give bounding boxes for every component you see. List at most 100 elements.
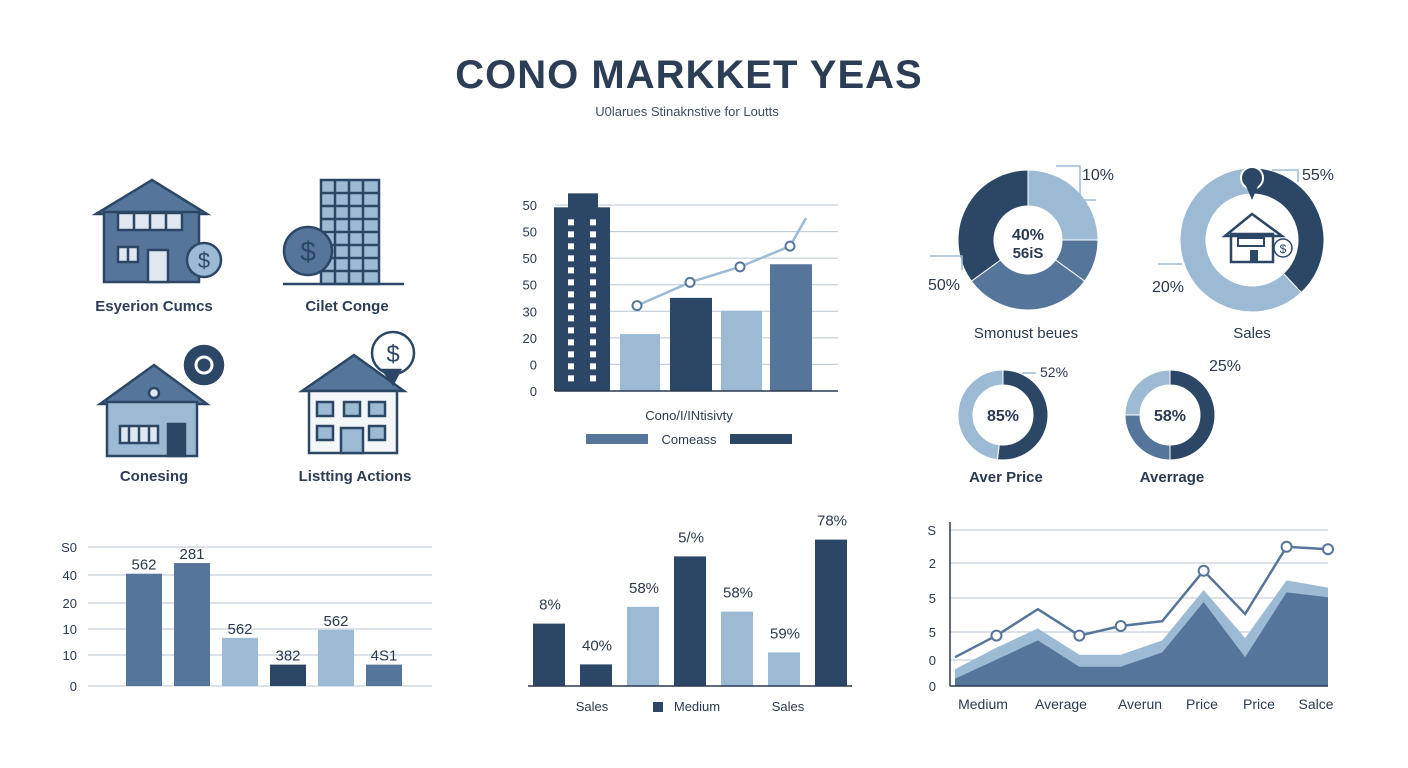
- building-window: [590, 315, 596, 322]
- y-tick-label: 5: [929, 591, 936, 606]
- donut-label: 20%: [1152, 279, 1184, 296]
- line-point: [631, 300, 643, 312]
- y-tick-label: 5: [929, 625, 936, 640]
- building-window: [568, 375, 574, 382]
- dollar-badge-icon: [1273, 238, 1293, 258]
- building-window: [568, 231, 574, 238]
- y-tick-label: S: [927, 523, 936, 538]
- data-label: 4S1: [371, 648, 398, 665]
- bar: [721, 310, 762, 391]
- bar: [580, 664, 612, 686]
- bar: [674, 556, 706, 686]
- bar: [770, 264, 812, 391]
- y-tick-label: 50: [523, 225, 537, 240]
- map-pin-icon: [1246, 186, 1258, 200]
- bottom-right-area-chart: S 2 5 5 0 0 Medium Average Averun Price Price Salce: [927, 522, 1334, 712]
- donut-center-value: 58%: [1154, 408, 1186, 425]
- building-window: [568, 255, 574, 262]
- bar: [815, 539, 847, 686]
- bar: [174, 563, 210, 686]
- house-dollar-icon: $: [91, 178, 223, 284]
- y-tick-label: 2: [929, 556, 936, 571]
- icon-label: Listting Actions: [299, 468, 412, 485]
- donut-charts: 40%56iS 10% 50% Smonust beues $55% 20% Sales 85…: [928, 165, 1334, 486]
- legend-swatch: [730, 434, 792, 444]
- dollar-sign-icon: $: [1280, 242, 1287, 256]
- map-pin-icon: [1240, 166, 1264, 190]
- x-tick-label: Sales: [772, 699, 805, 714]
- y-tick-label: 0: [530, 357, 537, 372]
- legend-swatch: [586, 434, 648, 444]
- page-subtitle: U0larues Stinaknstive for Loutts: [595, 104, 779, 119]
- building-window: [568, 363, 574, 370]
- leader-line: [1272, 169, 1299, 182]
- building-window: [590, 351, 596, 358]
- bottom-left-bar-chart: S0 40 20 10 10 0 562 281 562 382 562 4S1: [61, 540, 432, 694]
- donut-slice: [1179, 167, 1302, 313]
- y-tick-label: 40: [63, 568, 77, 583]
- center-bar-line-chart: 50 50 50 50 30 20 0 0 Cono/I/INtisivty Comeass: [523, 193, 838, 447]
- donut-caption: Smonust beues: [974, 325, 1078, 342]
- donut-caption: Averrage: [1140, 469, 1204, 486]
- building-window: [590, 327, 596, 334]
- building-window: [590, 243, 596, 250]
- building-window: [568, 351, 574, 358]
- bar: [318, 629, 354, 686]
- data-label: 562: [131, 557, 156, 574]
- donut-label: 25%: [1209, 358, 1241, 375]
- donut-slice: [1251, 167, 1325, 294]
- house-window-icon: [1237, 237, 1265, 247]
- bar: [126, 573, 162, 686]
- area-series: [955, 592, 1328, 686]
- bar: [568, 193, 598, 210]
- data-label: 58%: [723, 585, 753, 602]
- icon-label: Cilet Conge: [305, 298, 388, 315]
- x-tick-label: Price: [1186, 696, 1218, 712]
- data-label: 58%: [629, 580, 659, 597]
- legend-swatch: [653, 702, 663, 712]
- icon-label: Esyerion Cumcs: [95, 298, 213, 315]
- donut-label: 50%: [928, 277, 960, 294]
- svg-text:$: $: [198, 248, 210, 273]
- y-tick-label: 30: [523, 304, 537, 319]
- data-label: 382: [275, 648, 300, 665]
- donut-slice: [957, 169, 1029, 282]
- x-tick-label: Average: [1035, 696, 1087, 712]
- line-point: [1197, 564, 1210, 577]
- line-point: [1073, 629, 1086, 642]
- donut-slice: [996, 369, 1049, 461]
- donut-center-value: 56iS: [1013, 245, 1044, 262]
- donut-center-value: 40%: [1012, 227, 1044, 244]
- house-refresh-icon: [96, 344, 225, 458]
- building-window: [590, 339, 596, 346]
- building-window: [568, 315, 574, 322]
- data-label: 562: [323, 613, 348, 630]
- bar: [366, 664, 402, 686]
- y-tick-label: 50: [523, 251, 537, 266]
- bar: [670, 297, 712, 391]
- bar: [627, 606, 659, 686]
- building-window: [568, 303, 574, 310]
- x-tick-label: Medium: [958, 696, 1008, 712]
- x-axis-label: Cono/I/INtisivty: [645, 408, 733, 423]
- bar: [533, 623, 565, 686]
- donut-center-value: 85%: [987, 408, 1019, 425]
- data-label: 562: [227, 621, 252, 638]
- x-tick-label: Price: [1243, 696, 1275, 712]
- building-window: [568, 219, 574, 226]
- data-label: 5/%: [678, 529, 704, 546]
- line-point: [734, 261, 746, 273]
- x-tick-label: Salce: [1298, 696, 1333, 712]
- svg-text:$: $: [300, 236, 316, 267]
- x-tick-label: Averun: [1118, 696, 1162, 712]
- donut-label: 52%: [1040, 364, 1068, 380]
- building-window: [590, 303, 596, 310]
- y-tick-label: 50: [523, 278, 537, 293]
- house-icon: [1221, 212, 1286, 238]
- line-point: [784, 240, 796, 252]
- leader-line: [930, 255, 963, 270]
- line-point: [1322, 543, 1334, 556]
- icon-label: Conesing: [120, 468, 188, 485]
- data-label: 40%: [582, 637, 612, 654]
